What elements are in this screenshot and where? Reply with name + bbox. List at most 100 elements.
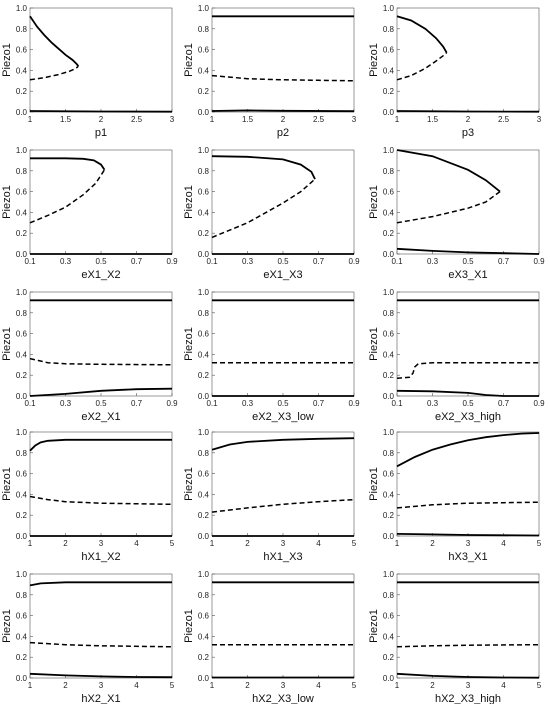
y-tick-label: 0.4 (16, 350, 28, 359)
x-tick-label: 4 (501, 539, 506, 548)
x-tick-label: 0.5 (462, 257, 474, 266)
x-axis-label: eX2_X1 (81, 411, 120, 423)
stable-branch-line-0 (29, 438, 172, 452)
stable-branch-line-2 (396, 110, 540, 113)
x-axis-label: eX1_X3 (263, 269, 302, 281)
x-axis-label: eX1_X2 (81, 269, 120, 281)
y-tick-label: 1.0 (383, 146, 395, 155)
plot-frame (396, 7, 540, 113)
x-axis-label: hX1_X3 (263, 551, 302, 563)
y-tick-label: 0.2 (198, 87, 210, 96)
y-tick-label: 0.2 (383, 87, 395, 96)
x-tick-label: 2 (63, 681, 68, 690)
x-tick-label: 0.7 (131, 399, 143, 408)
y-tick-label: 0.6 (198, 188, 210, 197)
y-tick-label: 0.4 (383, 490, 395, 499)
subplot-p3: 0.0 0.2 0.4 0.6 0.8 1.0 1 1.5 2 2.5 3 p3 Piezo1 (368, 4, 542, 139)
x-tick-label: 0.5 (462, 399, 474, 408)
y-tick-label: 0.2 (16, 653, 28, 662)
x-axis-label: p1 (95, 127, 107, 139)
x-tick-label: 4 (501, 681, 506, 690)
x-tick-label: 1 (28, 115, 33, 124)
stable-branch-line-0 (29, 15, 80, 67)
y-tick-label: 0.6 (198, 46, 210, 55)
x-tick-label: 0.3 (242, 399, 254, 408)
x-axis-label: hX2_X3_high (435, 693, 501, 704)
x-tick-label: 3 (352, 115, 357, 124)
y-tick-label: 0.4 (383, 632, 395, 641)
subplot-hx1-x3: 0.0 0.2 0.4 0.6 0.8 1.0 1 2 3 4 5 hX1_X3 Piezo1 (183, 428, 357, 563)
y-tick-label: 0.0 (198, 674, 210, 683)
y-tick-label: 1.0 (198, 146, 210, 155)
unstable-branch-line-1 (211, 74, 355, 82)
y-tick-label: 0.4 (16, 490, 28, 499)
unstable-branch-line-1 (29, 65, 79, 81)
y-tick-label: 0.4 (16, 632, 28, 641)
y-tick-label: 0.0 (383, 250, 395, 259)
y-tick-label: 1.0 (383, 570, 395, 579)
y-tick-label: 0.0 (16, 108, 28, 117)
y-tick-label: 0.4 (16, 66, 28, 75)
stable-branch-line-2 (29, 387, 173, 397)
x-tick-label: 0.1 (391, 257, 403, 266)
subplot-p2: 0.0 0.2 0.4 0.6 0.8 1.0 1 1.5 2 2.5 3 p2 Piezo1 (183, 4, 357, 139)
x-axis-label: eX3_X1 (448, 269, 487, 281)
x-tick-label: 3 (537, 115, 542, 124)
y-tick-label: 0.2 (198, 653, 210, 662)
x-tick-label: 3 (99, 539, 104, 548)
plot-frame (396, 149, 540, 255)
plot-frame (29, 7, 173, 113)
x-tick-label: 1 (395, 115, 400, 124)
y-tick-label: 0.2 (383, 511, 395, 520)
x-tick-label: 0.5 (277, 399, 289, 408)
y-tick-label: 1.0 (383, 288, 395, 297)
x-tick-label: 0.5 (95, 399, 107, 408)
y-tick-label: 0.8 (16, 167, 28, 176)
x-axis-label: eX2_X3_high (435, 411, 501, 423)
y-tick-label: 0.4 (198, 66, 210, 75)
subplot-hx1-x2: 0.0 0.2 0.4 0.6 0.8 1.0 1 2 3 4 5 hX1_X2 Piezo1 (1, 428, 175, 563)
x-tick-label: 0.9 (348, 257, 360, 266)
y-tick-label: 0.2 (198, 511, 210, 520)
x-tick-label: 0.1 (24, 257, 36, 266)
y-tick-label: 0.6 (16, 46, 28, 55)
subplot-hx2-x3-low: 0.0 0.2 0.4 0.6 0.8 1.0 1 2 3 4 5 hX2_X3_low Piezo1 (183, 570, 357, 704)
plot-frame (211, 149, 355, 255)
y-axis-label: Piezo1 (368, 43, 380, 77)
y-tick-label: 0.0 (383, 392, 395, 401)
x-tick-label: 5 (352, 539, 357, 548)
subplot-ex2-x3-high: 0.0 0.2 0.4 0.6 0.8 1.0 0.1 0.3 0.5 0.7 0.9 eX2_X3_… (368, 288, 545, 423)
y-tick-label: 0.8 (198, 167, 210, 176)
x-tick-label: 3 (281, 539, 286, 548)
x-tick-label: 0.7 (498, 399, 510, 408)
x-tick-label: 4 (134, 539, 139, 548)
x-axis-label: p2 (277, 127, 289, 139)
y-tick-label: 0.8 (16, 309, 28, 318)
unstable-branch-line-1 (396, 361, 539, 380)
plot-frame (211, 431, 355, 537)
y-axis-label: Piezo1 (183, 609, 195, 643)
x-tick-label: 2.5 (313, 115, 325, 124)
y-axis-label: Piezo1 (368, 327, 380, 361)
y-axis-label: Piezo1 (368, 185, 380, 219)
unstable-branch-line-1 (211, 178, 316, 239)
x-tick-label: 0.1 (206, 399, 218, 408)
x-tick-label: 1 (28, 681, 33, 690)
y-tick-label: 0.4 (198, 208, 210, 217)
x-tick-label: 0.9 (166, 257, 178, 266)
y-tick-label: 0.6 (16, 470, 28, 479)
plot-frame (211, 7, 355, 113)
x-tick-label: 0.7 (313, 399, 325, 408)
y-tick-label: 0.6 (16, 188, 28, 197)
x-tick-label: 0.3 (427, 399, 439, 408)
x-axis-label: hX2_X3_low (252, 693, 314, 704)
x-tick-label: 2 (245, 681, 250, 690)
y-tick-label: 0.0 (383, 674, 395, 683)
stable-branch-line-0 (211, 437, 355, 451)
stable-branch-line-2 (396, 672, 540, 679)
y-tick-label: 0.0 (16, 674, 28, 683)
x-tick-label: 2.5 (131, 115, 143, 124)
y-tick-label: 0.0 (198, 108, 210, 117)
x-axis-label: eX2_X3_low (252, 411, 314, 423)
plot-frame (29, 573, 173, 679)
